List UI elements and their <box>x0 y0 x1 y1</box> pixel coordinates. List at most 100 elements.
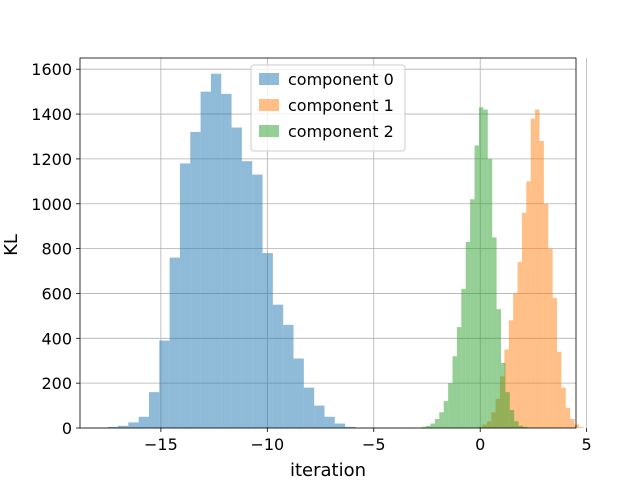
y-axis-ticks: 0 200 400 600 800 1000 1200 1400 1600 <box>31 60 80 438</box>
histogram-bar <box>535 109 540 429</box>
x-axis-label: iteration <box>290 460 366 480</box>
histogram-bar <box>514 421 519 428</box>
x-tick-label: 5 <box>582 435 592 454</box>
x-axis-ticks: −15 −10 −5 0 5 <box>144 428 592 454</box>
legend-entry: component 2 <box>259 122 394 141</box>
series-1-bars <box>478 109 584 429</box>
histogram-bar <box>439 412 444 428</box>
legend: component 0 component 1 component 2 <box>250 64 406 152</box>
x-tick-label: −10 <box>250 435 284 454</box>
histogram-bar <box>456 327 462 428</box>
y-tick-label: 400 <box>41 329 72 348</box>
y-tick-label: 1600 <box>31 60 72 79</box>
histogram-bar <box>334 423 346 428</box>
histogram-bar <box>283 324 294 428</box>
histogram-bar <box>241 161 253 428</box>
histogram-bar <box>272 304 284 428</box>
y-tick-label: 1400 <box>31 105 72 124</box>
y-tick-label: 1200 <box>31 150 72 169</box>
histogram-bar <box>465 241 471 428</box>
histogram-bar <box>461 288 466 428</box>
histogram-bar <box>539 140 544 428</box>
histogram-bar <box>500 362 506 428</box>
histogram-bar <box>221 93 232 428</box>
histogram-bar <box>345 426 356 428</box>
histogram-bar <box>314 405 325 428</box>
y-tick-label: 1000 <box>31 195 72 214</box>
y-axis-label: KL <box>1 234 22 256</box>
legend-box <box>250 64 406 152</box>
histogram-bar <box>448 383 453 428</box>
x-tick-label: −15 <box>144 435 178 454</box>
histogram-bar <box>430 423 435 428</box>
histogram-bar <box>552 297 558 428</box>
histogram-bar <box>478 107 484 428</box>
histogram-bar <box>210 73 222 429</box>
histogram-bar <box>513 293 518 428</box>
histogram-bar <box>159 340 170 428</box>
legend-label: component 2 <box>288 122 394 141</box>
histogram-bar <box>231 127 242 429</box>
histogram-bar <box>574 424 579 428</box>
histogram-bar <box>578 426 584 428</box>
histogram-bar <box>504 349 509 428</box>
series-0-bars <box>107 73 356 429</box>
histogram-bar <box>526 181 531 428</box>
histogram-bar <box>107 426 118 428</box>
legend-label: component 0 <box>288 70 394 89</box>
histogram-bar <box>421 426 427 428</box>
histogram-bars <box>107 73 584 429</box>
legend-entry: component 1 <box>259 96 394 115</box>
histogram-bar <box>262 253 273 428</box>
histogram-bar <box>517 262 522 428</box>
histogram-bar <box>487 158 493 428</box>
histogram-bar <box>492 237 497 428</box>
y-tick-label: 200 <box>41 374 72 393</box>
histogram-bar <box>530 118 536 428</box>
histogram-bar <box>426 425 431 428</box>
histogram-bar <box>496 309 501 428</box>
histogram-bar <box>443 401 449 428</box>
histogram-bar <box>521 212 527 428</box>
histogram-bar <box>548 248 553 428</box>
legend-swatch <box>259 125 279 137</box>
histogram-bar <box>169 257 180 428</box>
x-tick-label: 0 <box>475 435 485 454</box>
legend-entry: component 0 <box>259 70 394 89</box>
histogram-bar <box>179 163 191 429</box>
y-tick-label: 0 <box>62 419 72 438</box>
histogram-bar <box>148 392 160 428</box>
histogram-bar <box>190 132 201 428</box>
histogram-bar <box>138 416 149 428</box>
histogram-bar <box>483 109 488 429</box>
histogram-bar <box>523 426 528 428</box>
y-tick-label: 600 <box>41 284 72 303</box>
histogram-bar <box>452 356 457 428</box>
histogram-bar <box>518 425 524 428</box>
histogram-bar <box>434 419 440 428</box>
legend-label: component 1 <box>288 96 394 115</box>
legend-swatch <box>259 99 279 111</box>
histogram-bar <box>508 320 514 428</box>
histogram-bar <box>252 174 263 428</box>
plot-frame <box>79 57 577 429</box>
histogram-bar <box>200 91 211 429</box>
histogram-bar <box>509 410 515 428</box>
histogram-bar <box>474 145 479 429</box>
y-tick-label: 800 <box>41 240 72 259</box>
histogram-bar <box>293 358 304 428</box>
legend-swatch <box>259 73 279 85</box>
histogram-bar <box>324 416 335 428</box>
histogram-bar <box>470 199 475 428</box>
histogram-bar <box>505 392 510 428</box>
histogram-bar <box>128 422 139 428</box>
series-2-bars <box>421 107 528 429</box>
histogram-bar <box>565 407 571 428</box>
histogram-bar <box>561 387 566 428</box>
histogram-bar <box>303 387 315 428</box>
x-tick-label: −5 <box>362 435 386 454</box>
histogram-bar <box>557 351 562 428</box>
histogram-bar <box>543 203 549 428</box>
histogram-bar <box>570 419 575 428</box>
